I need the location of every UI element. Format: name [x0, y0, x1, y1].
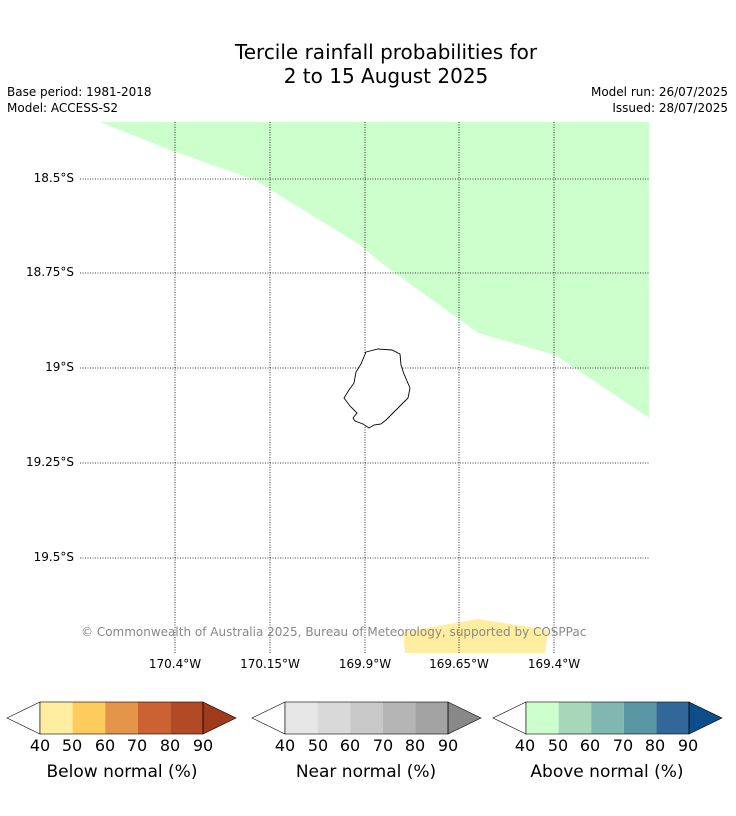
map-canvas [80, 122, 649, 653]
colorbar-tick: 60 [339, 736, 361, 755]
lon-label: 170.15°W [240, 657, 300, 671]
colorbar-tick: 90 [437, 736, 459, 755]
colorbar-segment [558, 702, 592, 734]
colorbar-tick: 60 [579, 736, 601, 755]
colorbar-segment [40, 702, 73, 734]
lat-label: 19°S [45, 360, 74, 374]
colorbar-segment [623, 702, 657, 734]
colorbar-above-normal [492, 701, 723, 735]
lat-label: 19.5°S [33, 550, 74, 564]
colorbar-extend-high [202, 701, 237, 735]
lat-label: 18.75°S [26, 265, 74, 279]
colorbar-tick: 70 [372, 736, 394, 755]
base-period-text: Base period: 1981-2018 [7, 85, 152, 99]
colorbar-tick: 80 [159, 736, 181, 755]
colorbar-outline [39, 701, 204, 735]
lon-label: 169.65°W [429, 657, 489, 671]
colorbar-tick: 60 [94, 736, 116, 755]
colorbar-tick: 80 [404, 736, 426, 755]
colorbar-tick: 70 [612, 736, 634, 755]
colorbar-extend-low [6, 701, 41, 735]
model-run-text: Model run: 26/07/2025 [590, 85, 728, 99]
colorbar-extend-high [447, 701, 482, 735]
lon-label: 169.4°W [527, 657, 581, 671]
colorbar-segment [350, 702, 383, 734]
island-coastline [343, 348, 411, 429]
copyright-credit: © Commonwealth of Australia 2025, Bureau… [81, 625, 587, 639]
colorbar-tick: 90 [192, 736, 214, 755]
colorbar-segment [72, 702, 106, 734]
lon-label: 170.4°W [148, 657, 202, 671]
model-text: Model: ACCESS-S2 [7, 101, 119, 115]
colorbar-extend-low [251, 701, 286, 735]
colorbar-tick: 40 [29, 736, 51, 755]
colorbar-legend [6, 701, 723, 735]
colorbar-title-below: Below normal (%) [46, 762, 198, 782]
colorbar-outline [525, 701, 690, 735]
colorbar-below-ticks: 40 50 60 70 80 90 40 50 60 70 80 90 40 5… [0, 736, 736, 756]
colorbar-extend-low [492, 701, 527, 735]
colorbar-segment [317, 702, 351, 734]
colorbar-segment [415, 702, 448, 734]
colorbar-segment [656, 702, 689, 734]
map-title-line2: 2 to 15 August 2025 [283, 64, 489, 88]
colorbar-segment [526, 702, 559, 734]
colorbar-outline [284, 701, 449, 735]
colorbar-segment [105, 702, 138, 734]
colorbar-extend-high [688, 701, 723, 735]
colorbar-tick: 50 [61, 736, 83, 755]
colorbar-segment [591, 702, 624, 734]
colorbar-tick: 50 [307, 736, 329, 755]
colorbar-near-normal [251, 701, 482, 735]
below-normal-region [403, 619, 548, 653]
colorbar-tick: 90 [677, 736, 699, 755]
colorbar-tick: 40 [274, 736, 296, 755]
colorbar-tick: 40 [514, 736, 536, 755]
lat-label: 19.25°S [26, 455, 74, 469]
colorbar-segment [382, 702, 416, 734]
colorbar-segment [170, 702, 203, 734]
colorbar-title-near: Near normal (%) [295, 762, 437, 782]
colorbar-tick: 70 [126, 736, 148, 755]
map-title-line1: Tercile rainfall probabilities for [234, 40, 538, 64]
lon-label: 169.9°W [338, 657, 392, 671]
colorbar-title-above: Above normal (%) [530, 762, 684, 782]
above-normal-region [100, 122, 649, 418]
issued-text: Issued: 28/07/2025 [612, 101, 728, 115]
colorbar-tick: 80 [644, 736, 666, 755]
colorbar-segment [285, 702, 318, 734]
colorbar-below-normal [6, 701, 237, 735]
lat-label: 18.5°S [33, 171, 74, 185]
colorbar-tick: 50 [547, 736, 569, 755]
colorbar-segment [137, 702, 171, 734]
